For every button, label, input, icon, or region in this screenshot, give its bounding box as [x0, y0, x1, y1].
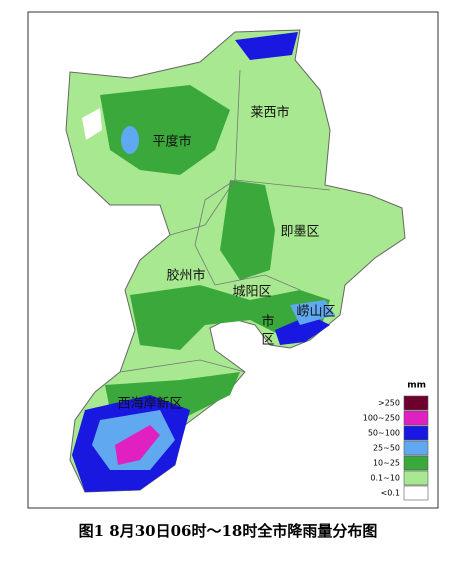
region-label: 崂山区: [296, 305, 335, 320]
legend-unit: mm: [407, 381, 426, 391]
legend-swatch: [403, 455, 429, 471]
legend-swatch: [403, 485, 429, 501]
region-label: 莱西市: [250, 105, 289, 121]
rain-areas: [72, 32, 335, 492]
region-label: 即墨区: [280, 225, 319, 240]
region-label: 市: [261, 314, 274, 330]
legend-label: 10~25: [373, 459, 400, 468]
legend: mm >250 100~250 50~100 25~50 10~25 0.1~10 <0.1: [362, 376, 432, 502]
legend-swatch: [403, 470, 429, 486]
legend-label: 50~100: [368, 429, 400, 438]
legend-label: 25~50: [373, 444, 400, 453]
caption: 图1 8月30日06时～18时全市降雨量分布图: [79, 522, 378, 540]
legend-swatch: [403, 410, 429, 426]
legend-label: 0.1~10: [370, 474, 400, 483]
region-label: 胶州市: [166, 268, 205, 284]
legend-swatch: [403, 425, 429, 441]
legend-swatch: [403, 440, 429, 456]
region-label: 城阳区: [232, 285, 271, 300]
region-label: 区: [261, 333, 274, 348]
district-borders: [119, 69, 331, 373]
region-label: 西海岸新区: [117, 396, 182, 412]
legend-label: >250: [378, 399, 400, 408]
legend-label: 100~250: [363, 414, 400, 423]
legend-label: <0.1: [381, 489, 400, 498]
legend-swatch: [403, 395, 429, 411]
region-label: 平度市: [152, 134, 191, 150]
